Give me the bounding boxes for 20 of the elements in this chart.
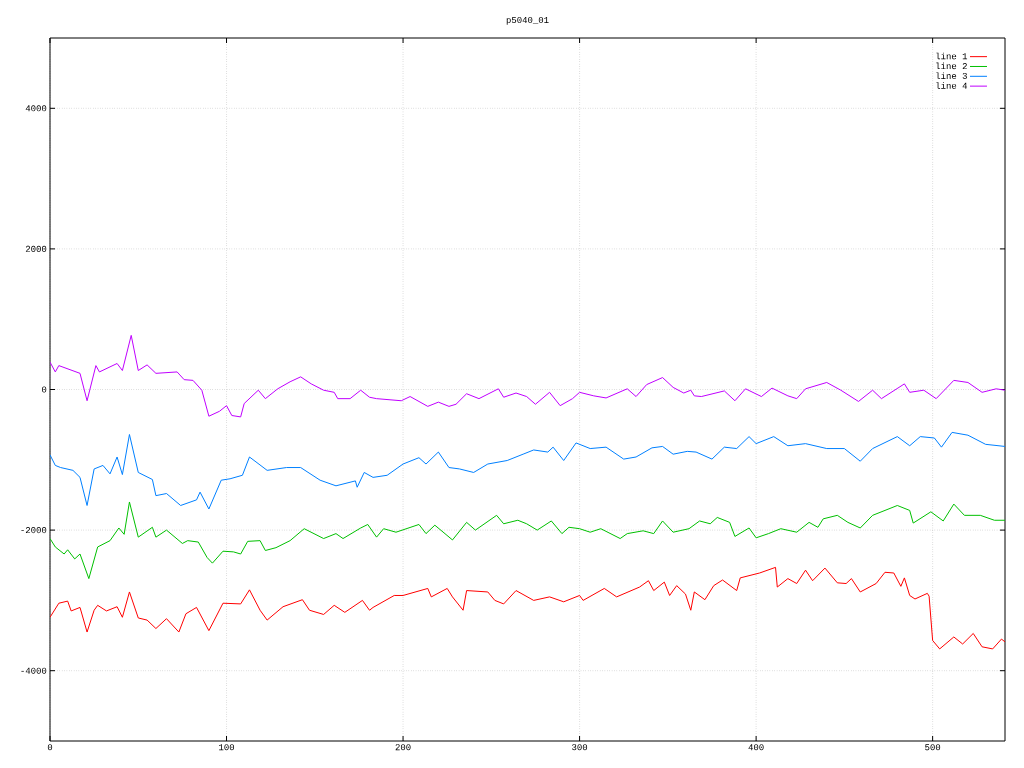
line-series xyxy=(50,334,1006,418)
legend-label: line 2 xyxy=(936,62,967,70)
legend-label: line 3 xyxy=(936,72,967,79)
x-tick-label: 200 xyxy=(395,744,411,751)
y-tick-label: 4000 xyxy=(25,105,47,112)
x-tick-label: 500 xyxy=(925,744,941,751)
y-tick-label: 0 xyxy=(41,386,47,393)
x-tick-label: 0 xyxy=(47,744,53,751)
line-series xyxy=(50,566,1006,650)
line-series xyxy=(50,431,1006,510)
x-tick-label: 100 xyxy=(219,744,235,751)
y-tick-label: 2000 xyxy=(25,245,47,252)
y-tick-label: -2000 xyxy=(21,527,47,534)
legend-label: line 1 xyxy=(936,52,968,60)
line-series xyxy=(50,501,1006,580)
x-tick-label: 300 xyxy=(572,744,588,751)
y-tick-label: -4000 xyxy=(21,667,47,674)
chart-title: p5040_01 xyxy=(506,16,549,25)
x-tick-label: 400 xyxy=(748,744,764,751)
legend-label: line 4 xyxy=(936,82,968,89)
